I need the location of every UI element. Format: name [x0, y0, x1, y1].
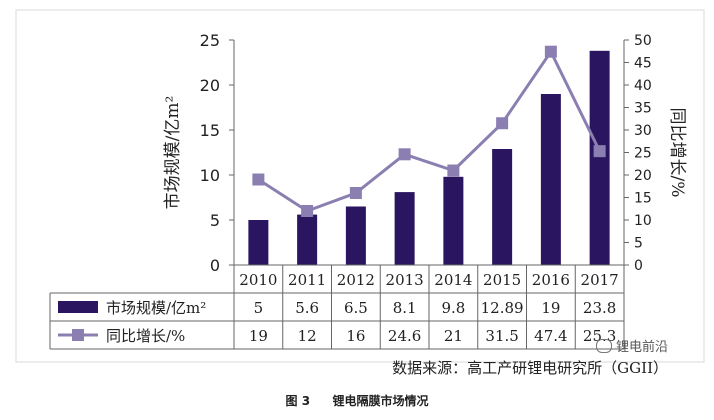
- x-tick-label: 2017: [581, 271, 619, 289]
- table-value-bar: 23.8: [583, 299, 616, 317]
- x-tick-label: 2016: [532, 271, 570, 289]
- chat-bubble-icon: [596, 338, 612, 353]
- y-tick-label-right: 5: [634, 236, 643, 252]
- bar: [492, 148, 513, 265]
- table-value-line: 24.6: [388, 327, 421, 345]
- y-tick-label-right: 30: [634, 123, 652, 139]
- watermark-text: 锂电前沿: [616, 340, 669, 355]
- bar: [443, 176, 464, 265]
- caption-title: 锂电隔膜市场情况: [332, 394, 429, 408]
- growth-marker: [544, 45, 557, 58]
- y-axis-title-right: 同比增长/%: [667, 108, 687, 198]
- y-tick-label-left: 20: [200, 76, 220, 95]
- y-tick-label-left: 10: [200, 166, 220, 185]
- table-value-bar: 9.8: [441, 299, 465, 317]
- legend-swatch-bar: [58, 301, 98, 313]
- growth-marker: [301, 205, 314, 217]
- x-tick-label: 2010: [239, 271, 277, 289]
- y-axis-title-left: 市场规模/亿m²: [163, 96, 183, 210]
- caption-label: 图 3: [285, 394, 311, 408]
- y-tick-label-right: 35: [634, 101, 652, 117]
- watermark: 锂电前沿: [596, 336, 668, 355]
- growth-marker: [496, 117, 509, 130]
- y-tick-label-right: 0: [634, 258, 643, 274]
- table-value-line: 16: [346, 327, 365, 345]
- legend-swatch-marker: [72, 329, 84, 341]
- y-tick-label-right: 50: [634, 33, 652, 49]
- bar: [345, 206, 366, 265]
- y-tick-label-right: 45: [634, 56, 652, 72]
- y-tick-label-left: 15: [200, 121, 220, 140]
- y-tick-label-right: 20: [634, 168, 652, 184]
- table-value-bar: 5: [254, 299, 264, 317]
- growth-marker: [252, 173, 265, 186]
- legend-label-bar: 市场规模/亿m²: [106, 299, 206, 317]
- table-value-bar: 12.89: [481, 299, 524, 317]
- table-value-line: 47.4: [534, 327, 567, 345]
- bar: [589, 50, 610, 265]
- y-tick-label-right: 15: [634, 191, 652, 207]
- table-value-line: 19: [249, 327, 268, 345]
- x-tick-label: 2015: [483, 271, 521, 289]
- legend-label-line: 同比增长/%: [106, 327, 185, 345]
- x-tick-label: 2011: [288, 271, 326, 289]
- y-tick-label-left: 5: [210, 211, 220, 230]
- growth-marker: [447, 164, 460, 177]
- bar: [297, 214, 318, 265]
- table-value-bar: 5.6: [295, 299, 319, 317]
- source-note: 数据来源：高工产研锂电研究所（GGII）: [392, 359, 668, 377]
- figure-caption: 图 3 锂电隔膜市场情况: [0, 392, 714, 409]
- x-tick-label: 2012: [337, 271, 375, 289]
- chart-frame: [15, 9, 705, 363]
- y-tick-label-left: 0: [210, 256, 220, 275]
- bar: [540, 94, 561, 265]
- x-tick-label: 2013: [386, 271, 424, 289]
- table-value-line: 12: [298, 327, 317, 345]
- growth-marker: [398, 148, 411, 161]
- bar: [394, 192, 415, 265]
- table-value-bar: 19: [541, 299, 560, 317]
- table-value-bar: 6.5: [344, 299, 368, 317]
- x-tick-label: 2014: [434, 271, 472, 289]
- growth-marker: [349, 187, 362, 199]
- bar: [248, 220, 269, 265]
- y-tick-label-left: 25: [200, 31, 220, 50]
- growth-marker: [593, 145, 606, 158]
- table-value-bar: 8.1: [393, 299, 417, 317]
- growth-line: [257, 48, 601, 213]
- y-tick-label-right: 40: [634, 78, 652, 94]
- y-tick-label-right: 25: [634, 146, 652, 162]
- y-tick-label-right: 10: [634, 213, 652, 229]
- table-value-line: 21: [444, 327, 463, 345]
- table-value-line: 31.5: [485, 327, 518, 345]
